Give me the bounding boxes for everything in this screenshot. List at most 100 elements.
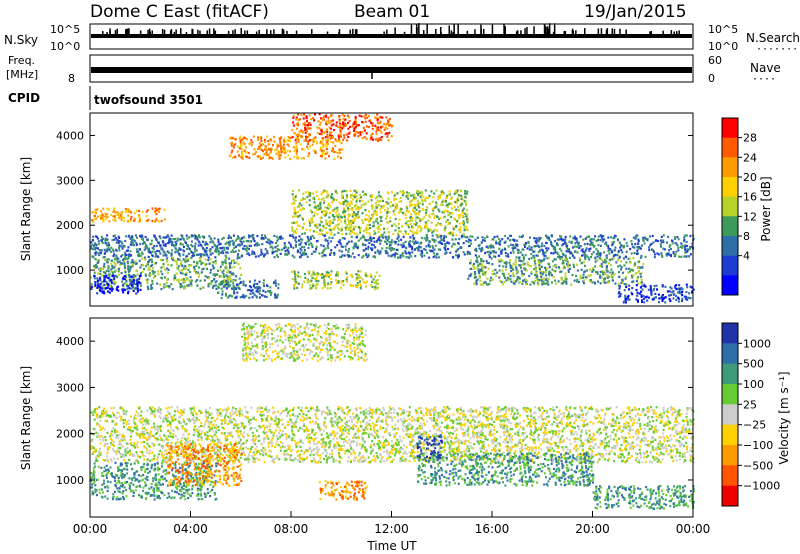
nsky-spike xyxy=(552,31,555,34)
y-tick-label: 3000 xyxy=(56,174,84,187)
heatmap-cell xyxy=(229,264,231,267)
heatmap-cell xyxy=(551,244,554,247)
heatmap-cell xyxy=(258,280,261,283)
heatmap-cell xyxy=(411,226,414,229)
heatmap-cell xyxy=(263,153,266,156)
heatmap-cell xyxy=(249,240,252,243)
heatmap-cell xyxy=(400,210,403,213)
heatmap-cell xyxy=(297,136,299,139)
heatmap-cell xyxy=(554,264,557,267)
heatmap-cell xyxy=(124,255,127,258)
heatmap-cell xyxy=(308,287,311,290)
heatmap-cell xyxy=(340,245,343,248)
heatmap-cell xyxy=(129,220,132,223)
heatmap-cell xyxy=(234,250,237,253)
heatmap-cell xyxy=(365,247,367,250)
heatmap-cell xyxy=(479,279,482,282)
heatmap-cell xyxy=(327,119,330,122)
heatmap-cell xyxy=(288,241,291,244)
heatmap-cell xyxy=(294,199,297,202)
heatmap-cell xyxy=(262,282,265,285)
heatmap-cell xyxy=(509,266,512,270)
heatmap-cell xyxy=(596,270,599,273)
heatmap-cell xyxy=(349,226,352,229)
heatmap-cell xyxy=(117,267,120,271)
heatmap-cell xyxy=(399,254,402,257)
heatmap-cell xyxy=(354,115,357,119)
heatmap-cell xyxy=(112,271,114,274)
heatmap-cell xyxy=(592,251,595,254)
heatmap-cell xyxy=(347,228,350,231)
heatmap-cell xyxy=(147,268,150,271)
heatmap-cell xyxy=(177,278,180,281)
heatmap-cell xyxy=(501,248,504,251)
heatmap-cell xyxy=(480,248,483,251)
heatmap-cell xyxy=(661,284,664,287)
heatmap-cell xyxy=(330,221,332,224)
heatmap-cell xyxy=(356,198,358,201)
heatmap-cell xyxy=(442,216,445,219)
heatmap-cell xyxy=(487,419,490,422)
heatmap-cell xyxy=(440,224,443,227)
heatmap-cell xyxy=(485,245,488,248)
heatmap-cell xyxy=(470,267,473,270)
heatmap-cell xyxy=(355,285,358,288)
heatmap-cell xyxy=(162,250,165,253)
heatmap-cell xyxy=(171,288,174,291)
heatmap-cell xyxy=(611,243,614,246)
heatmap-cell xyxy=(599,234,602,237)
heatmap-cell xyxy=(308,114,311,117)
nsky-spike xyxy=(114,30,117,34)
heatmap-cell xyxy=(348,222,351,225)
heatmap-cell xyxy=(387,119,389,122)
heatmap-cell xyxy=(220,247,223,250)
heatmap-cell xyxy=(223,248,226,252)
heatmap-cell xyxy=(102,256,105,259)
heatmap-cell xyxy=(273,140,276,143)
heatmap-cell xyxy=(552,245,555,248)
heatmap-cell xyxy=(517,249,520,252)
heatmap-cell xyxy=(185,234,188,237)
heatmap-cell xyxy=(316,283,319,286)
heatmap-cell xyxy=(196,238,199,241)
heatmap-cell xyxy=(296,133,299,136)
heatmap-cell xyxy=(318,224,321,227)
heatmap-cell xyxy=(148,266,151,269)
heatmap-cell xyxy=(195,261,198,264)
heatmap-cell xyxy=(583,261,586,264)
heatmap-cell xyxy=(583,254,585,257)
heatmap-cell xyxy=(181,243,184,246)
heatmap-cell xyxy=(193,260,195,264)
heatmap-cell xyxy=(380,138,383,142)
heatmap-cell xyxy=(648,246,650,249)
heatmap-cell xyxy=(346,121,349,125)
heatmap-cell xyxy=(343,207,345,210)
nsky-spike xyxy=(516,30,519,34)
heatmap-cell xyxy=(386,239,389,242)
heatmap-cell xyxy=(311,234,314,238)
heatmap-cell xyxy=(248,285,251,288)
heatmap-cell xyxy=(526,279,529,282)
heatmap-cell xyxy=(201,235,204,238)
heatmap-cell xyxy=(347,209,350,212)
heatmap-cell xyxy=(283,242,286,245)
heatmap-cell xyxy=(133,276,136,279)
heatmap-cell xyxy=(335,199,338,202)
heatmap-cell xyxy=(538,262,541,266)
heatmap-cell xyxy=(351,215,354,218)
heatmap-cell xyxy=(454,218,457,221)
heatmap-cell xyxy=(371,280,373,283)
heatmap-cell xyxy=(175,272,178,275)
heatmap-cell xyxy=(312,192,315,195)
heatmap-cell xyxy=(503,241,506,244)
heatmap-cell xyxy=(362,242,364,246)
heatmap-cell xyxy=(550,243,553,246)
heatmap-cell xyxy=(681,297,684,300)
nsky-spike xyxy=(544,25,547,34)
heatmap-cell xyxy=(144,273,147,276)
heatmap-cell xyxy=(404,240,407,243)
heatmap-cell xyxy=(637,300,639,303)
heatmap-cell xyxy=(298,235,301,238)
heatmap-cell xyxy=(354,214,357,217)
heatmap-cell xyxy=(505,261,508,264)
